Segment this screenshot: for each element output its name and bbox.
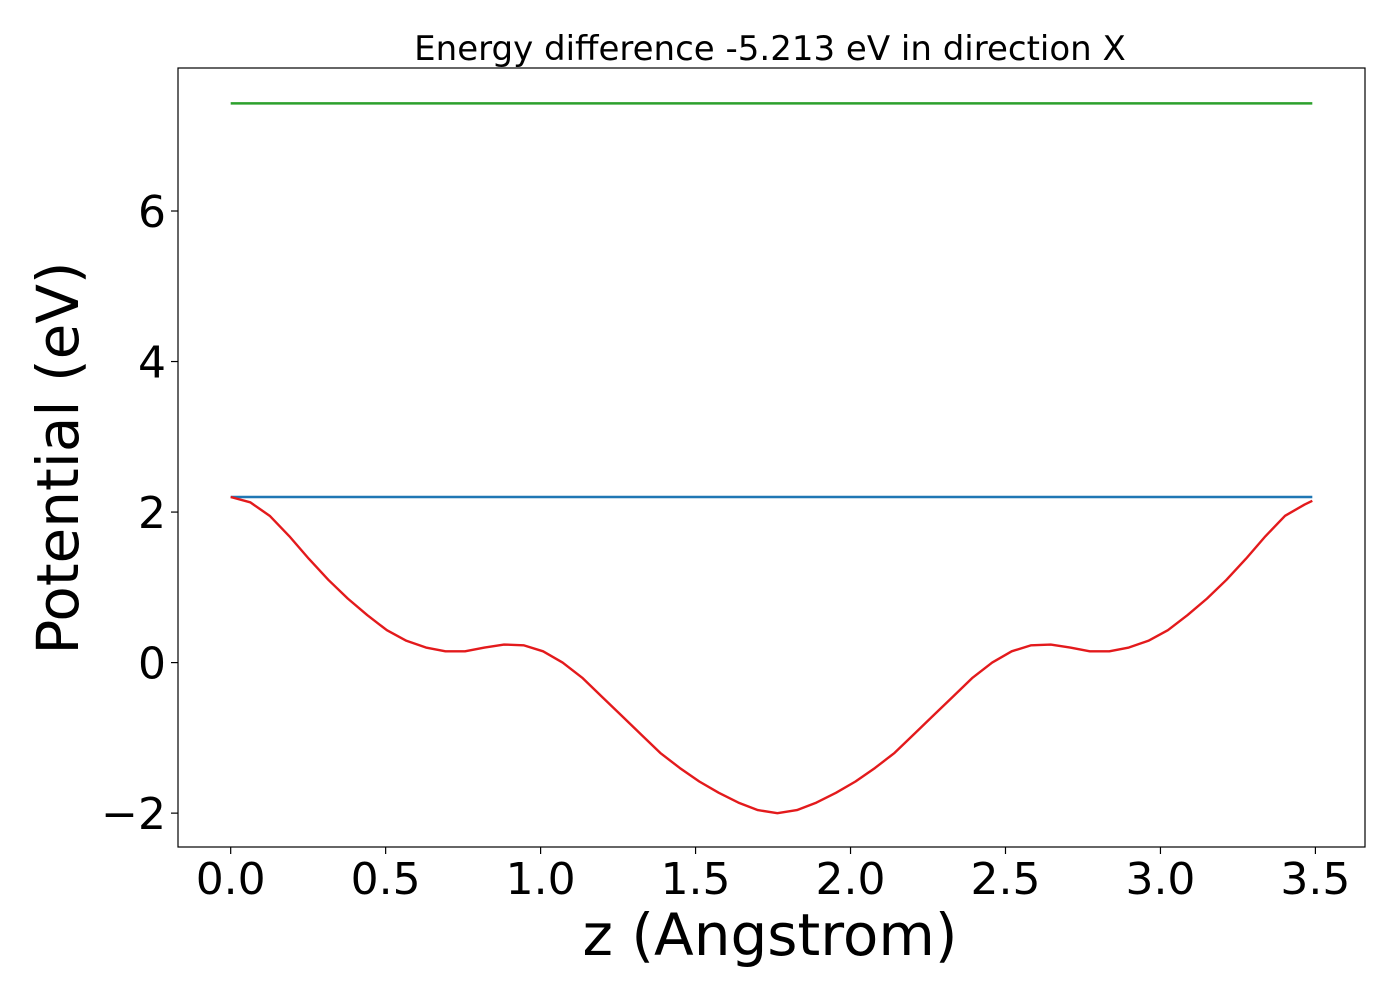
x-tick-label: 1.5 [661,854,731,905]
chart-title: Energy difference -5.213 eV in direction… [414,29,1126,69]
x-tick-label: 0.5 [351,854,421,905]
y-tick-label: −2 [101,789,166,840]
y-axis-label: Potential (eV) [24,261,92,654]
y-tick-label: 2 [138,488,166,539]
y-axis-ticks: −2 0 2 4 6 [101,187,178,840]
y-tick-label: 0 [138,639,166,690]
x-tick-label: 0.0 [196,854,266,905]
series-layer [230,102,1313,815]
y-tick-label: 4 [138,338,166,389]
x-axis-label: z (Angstrom) [583,901,958,969]
plot-area-frame [177,67,1366,848]
y-tick-label: 6 [138,187,166,238]
x-tick-label: 1.0 [506,854,576,905]
series-line-2 [230,495,1313,815]
x-tick-label: 2.5 [970,854,1040,905]
x-axis-ticks: 0.0 0.5 1.0 1.5 2.0 2.5 3.0 3.5 [196,847,1350,905]
x-tick-label: 2.0 [816,854,886,905]
x-tick-label: 3.5 [1280,854,1350,905]
x-tick-label: 3.0 [1125,854,1195,905]
